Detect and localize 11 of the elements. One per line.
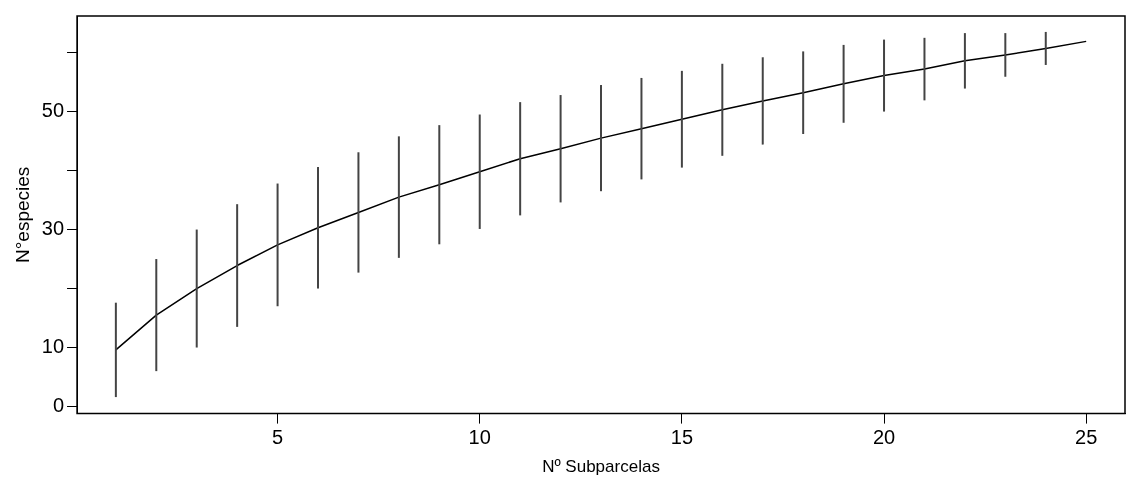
y-tick-label: 30 [41, 217, 65, 240]
y-axis-title: N°especies [11, 166, 33, 263]
x-tick-label: 10 [468, 426, 491, 449]
x-tick-label: 5 [272, 426, 284, 449]
y-tick-label: 0 [52, 394, 65, 417]
x-tick-label: 20 [872, 426, 896, 449]
y-tick-label: 10 [41, 335, 65, 358]
x-tick-label: 15 [670, 426, 694, 449]
x-tick-label: 25 [1075, 426, 1098, 449]
x-axis-title: Nº Subparcelas [542, 457, 660, 477]
y-tick-label: 50 [41, 99, 65, 122]
